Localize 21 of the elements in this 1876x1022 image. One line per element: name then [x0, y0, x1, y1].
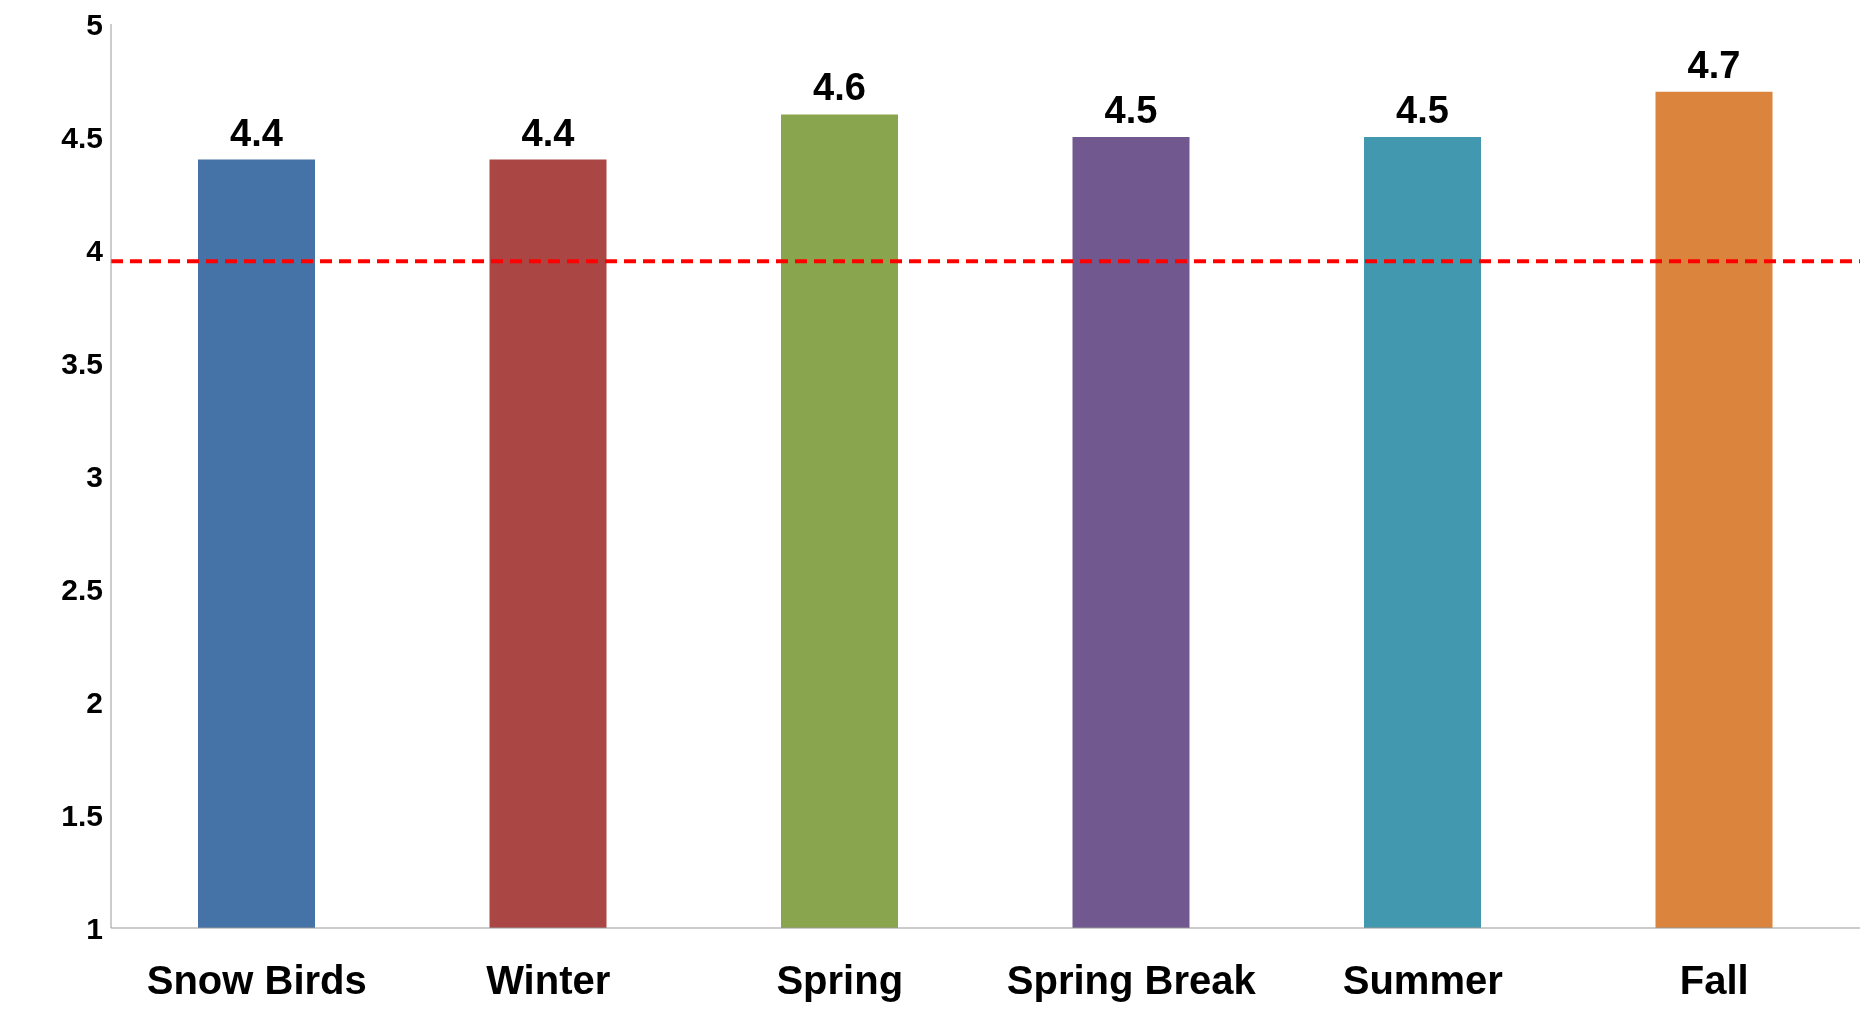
x-tick-label: Spring Break	[1006, 958, 1257, 1003]
y-tick-label: 3	[86, 459, 103, 493]
x-tick-label: Summer	[1342, 958, 1503, 1003]
x-tick-label: Snow Birds	[146, 958, 367, 1003]
data-label: 4.6	[813, 66, 866, 109]
y-tick-label: 2	[86, 685, 103, 719]
y-tick-label: 3.5	[61, 346, 103, 380]
y-tick-label: 5	[86, 7, 103, 41]
data-label: 4.4	[230, 111, 283, 154]
x-tick-label: Fall	[1679, 958, 1749, 1003]
y-tick-label: 4	[86, 233, 104, 267]
x-tick-label: Spring	[776, 958, 904, 1003]
data-label: 4.5	[1104, 89, 1158, 131]
data-label: 4.7	[1687, 43, 1741, 86]
y-tick-label: 1	[86, 911, 103, 945]
y-tick-label: 2.5	[61, 572, 103, 606]
data-label: 4.5	[1396, 89, 1449, 131]
data-label: 4.4	[521, 111, 575, 154]
y-tick-label: 4.5	[61, 120, 103, 154]
x-tick-label: Winter	[486, 958, 611, 1003]
y-tick-label: 1.5	[61, 798, 103, 832]
